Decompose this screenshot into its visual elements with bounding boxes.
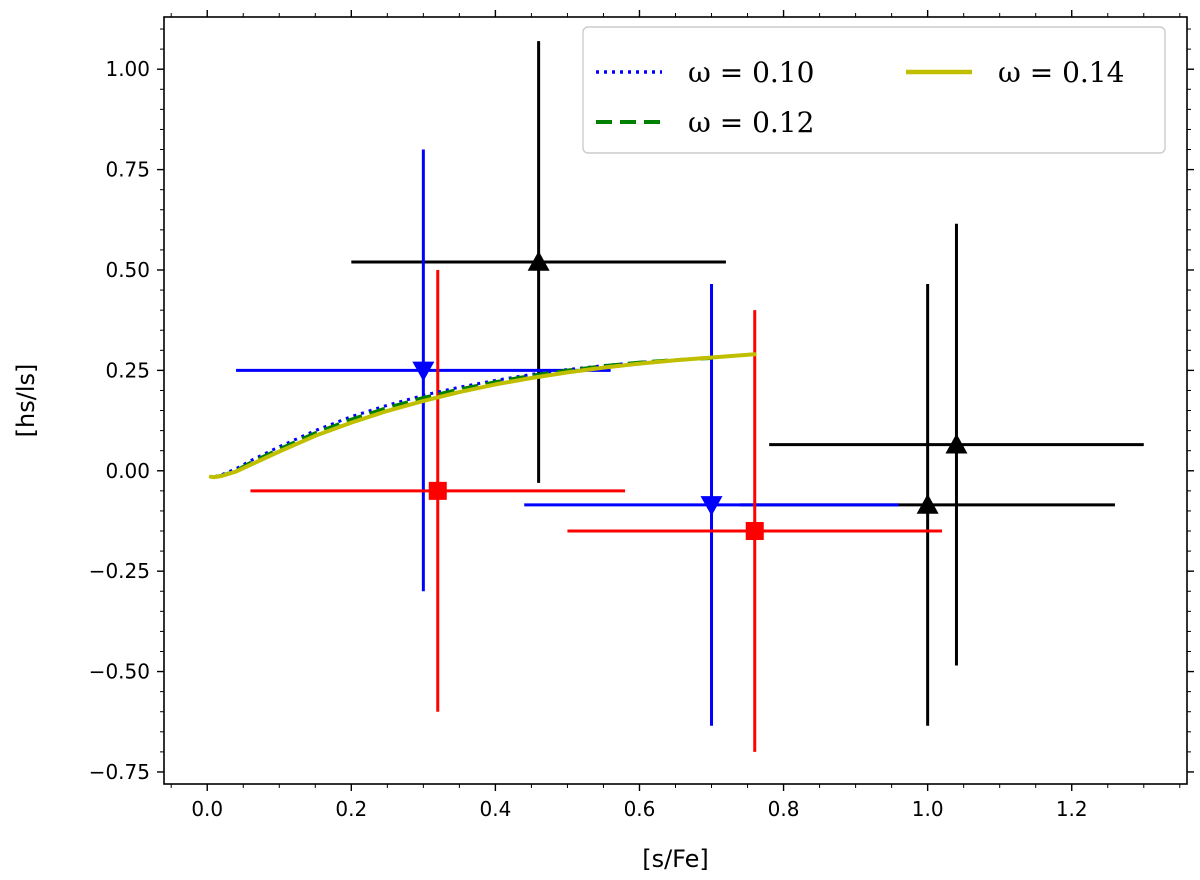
square-marker [428,481,447,500]
data-point [236,149,611,592]
y-tick-label: 0.25 [105,358,150,382]
y-tick-label: −0.75 [89,760,150,784]
data-point [351,41,726,483]
model-curve [213,358,676,479]
x-tick-label: 1.0 [912,797,944,821]
y-tick-label: −0.50 [89,660,150,684]
legend: ω = 0.10 ω = 0.12 ω = 0.14 [582,26,1166,154]
legend-box [582,26,1166,154]
triangle-up-marker [916,493,939,514]
y-tick-label: −0.25 [89,559,150,583]
y-tick-label: 0.50 [105,258,150,282]
model-curves [208,352,757,480]
legend-label: ω = 0.10 [688,56,814,89]
y-tick-label: 1.00 [105,57,150,81]
triangle-down-marker [700,496,723,516]
observations [236,41,1144,752]
data-point [567,310,943,752]
data-point [250,269,626,712]
x-tick-label: 0.2 [335,797,367,821]
y-axis-title: [hs/ls] [12,364,40,438]
model-curve [208,352,757,480]
x-tick-label: 0.6 [624,797,656,821]
legend-label: ω = 0.12 [688,106,814,139]
triangle-up-marker [945,433,968,454]
triangle-down-marker [412,361,435,382]
data-point [524,284,899,726]
square-marker [745,522,764,541]
y-tick-label: 0.75 [105,158,150,182]
x-tick-label: 1.2 [1056,797,1088,821]
legend-label: ω = 0.14 [998,56,1124,89]
model-curve [214,356,712,479]
y-tick-label: 0.00 [105,459,150,483]
x-tick-label: 0.0 [191,797,223,821]
data-point [769,223,1144,666]
x-tick-label: 0.8 [768,797,800,821]
plot-frame [163,16,1188,785]
x-axis-title: [s/Fe] [642,845,709,873]
axis-ticks: 0.0 0.2 0.4 0.6 0.8 1.0 1.2 −0.75 −0.50 −0.25 0.00… [89,10,1194,821]
triangle-up-marker [527,250,550,271]
x-tick-label: 0.4 [479,797,511,821]
